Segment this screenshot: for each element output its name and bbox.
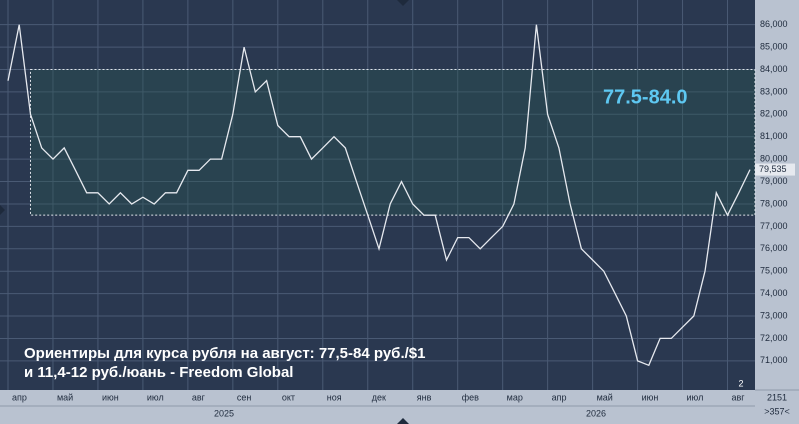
y-tick-label: 86,000 (760, 19, 788, 29)
y-tick-label: 83,000 (760, 86, 788, 96)
y-tick-label: 77,000 (760, 221, 788, 231)
x-tick-label: авг (192, 392, 206, 402)
y-axis-panel (755, 0, 799, 424)
x-tick-label: июл (147, 392, 164, 402)
y-tick-label: 73,000 (760, 310, 788, 320)
x-tick-label: май (597, 392, 613, 402)
x-tick-label: сен (237, 392, 252, 402)
x-tick-label: мар (507, 392, 523, 402)
x-tick-label: июн (102, 392, 119, 402)
x-tick-label: фев (462, 392, 479, 402)
last-price-tag (755, 163, 795, 176)
year-label: 2025 (214, 408, 234, 418)
x-axis-panel (0, 390, 755, 424)
y-tick-label: 78,000 (760, 198, 788, 208)
y-tick-label: 71,000 (760, 355, 788, 365)
x-tick-label: янв (417, 392, 432, 402)
scale-indicator: >357< (764, 406, 790, 416)
x-tick-label: ноя (327, 392, 342, 402)
y-tick-label: 82,000 (760, 109, 788, 119)
y-tick-label: 79,000 (760, 176, 788, 186)
annotation: и 11,4-12 руб./юань - Freedom Global (24, 364, 293, 381)
x-tick-label: дек (372, 392, 386, 402)
y-tick-label: 85,000 (760, 41, 788, 51)
y-tick-label: 75,000 (760, 266, 788, 276)
x-tick-label: июн (642, 392, 659, 402)
x-tick-label: апр (12, 392, 27, 402)
scroll-marker (0, 205, 5, 215)
y-tick-label: 81,000 (760, 131, 788, 141)
annotation: Ориентиры для курса рубля на август: 77,… (24, 345, 425, 362)
year-label: 2026 (586, 408, 606, 418)
x-tick-label: июл (687, 392, 704, 402)
price-line (7, 24, 751, 367)
y-tick-label: 84,000 (760, 64, 788, 74)
range-box (29, 68, 756, 216)
y-tick-label: 72,000 (760, 333, 788, 343)
pane-number: 2 (738, 378, 743, 388)
x-tick-label: май (57, 392, 73, 402)
bar-count: 2151 (767, 392, 787, 402)
y-tick-label: 76,000 (760, 243, 788, 253)
x-tick-label: апр (552, 392, 567, 402)
last-price-label: 79,535 (759, 164, 787, 174)
x-tick-label: окт (282, 392, 295, 402)
scroll-marker (397, 0, 409, 6)
y-tick-label: 80,000 (760, 154, 788, 164)
scroll-marker (397, 418, 409, 424)
y-tick-label: 74,000 (760, 288, 788, 298)
range-label: 77.5-84.0 (603, 86, 688, 108)
x-tick-label: авг (732, 392, 746, 402)
